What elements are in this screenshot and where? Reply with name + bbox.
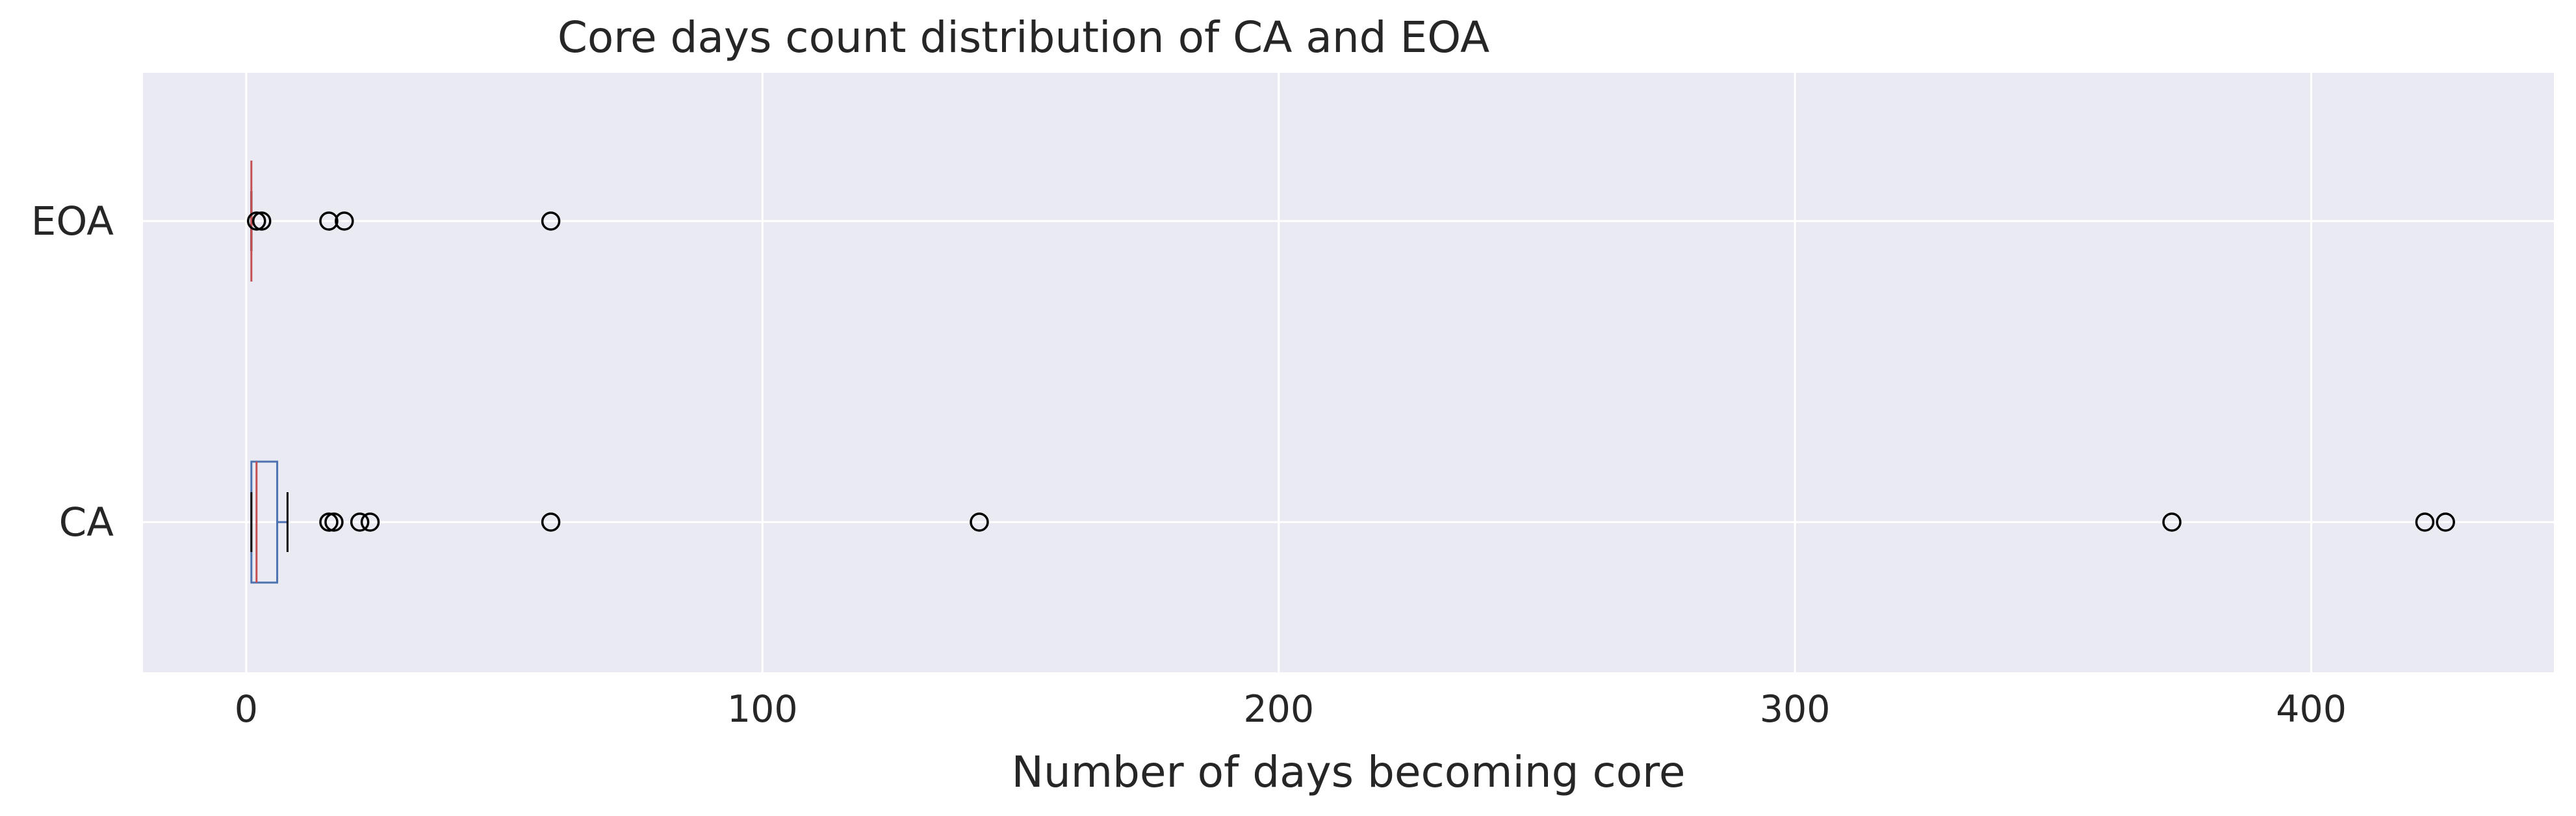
chart-title: Core days count distribution of CA and E… xyxy=(558,12,1489,62)
box-ca xyxy=(250,460,2455,584)
plot-area xyxy=(143,73,2554,672)
outlier-point xyxy=(251,211,272,231)
x-tick-label: 0 xyxy=(235,688,258,731)
tick-labels: 0 100 200 300 400 EOA CA xyxy=(31,198,2347,731)
outlier-point xyxy=(2436,512,2455,532)
outlier-point xyxy=(319,211,339,231)
outlier-point xyxy=(970,512,989,532)
outlier-point xyxy=(247,211,266,231)
outlier-point xyxy=(319,512,339,532)
outlier-point xyxy=(541,211,561,231)
outlier-point xyxy=(541,512,561,532)
y-tick-label: EOA xyxy=(31,198,114,244)
outlier-point xyxy=(350,512,370,532)
y-tick-label: CA xyxy=(59,499,114,546)
gridlines xyxy=(143,73,2554,672)
boxes xyxy=(247,161,2455,584)
outlier-point xyxy=(335,211,354,231)
x-tick-label: 300 xyxy=(1760,688,1831,731)
outlier-point xyxy=(360,512,380,532)
outlier-point xyxy=(2162,512,2182,532)
box-eoa xyxy=(247,161,561,282)
outlier-point xyxy=(324,512,344,532)
x-axis-label: Number of days becoming core xyxy=(1012,747,1686,797)
x-tick-label: 400 xyxy=(2276,688,2347,731)
x-tick-label: 200 xyxy=(1243,688,1314,731)
x-tick-label: 100 xyxy=(727,688,798,731)
outlier-point xyxy=(2415,512,2435,532)
